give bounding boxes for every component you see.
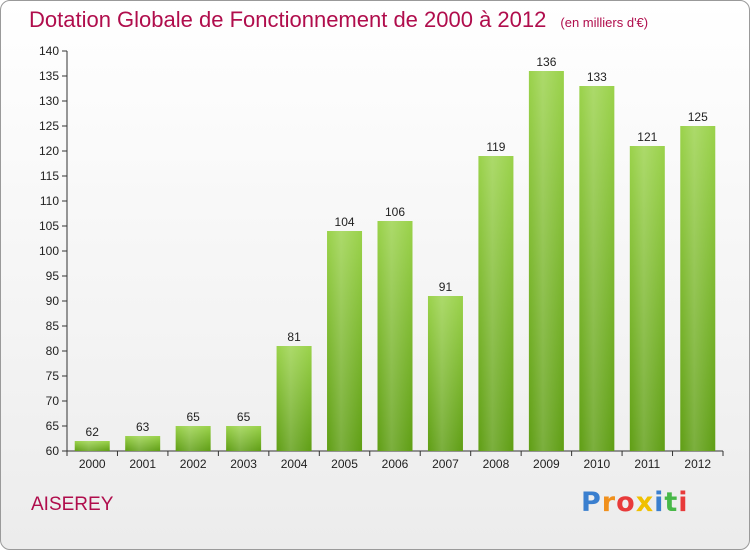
logo-letter: x xyxy=(635,487,655,518)
data-label: 91 xyxy=(439,280,453,294)
data-label: 121 xyxy=(637,130,657,144)
x-tick-label: 2011 xyxy=(634,457,660,471)
y-tick-label: 120 xyxy=(39,144,59,158)
x-tick-label: 2001 xyxy=(129,457,156,471)
proxiti-logo: Proxiti xyxy=(581,487,689,518)
bar-highlight xyxy=(629,146,665,451)
x-tick-label: 2004 xyxy=(281,457,308,471)
logo-letter: i xyxy=(654,487,665,518)
y-tick-label: 65 xyxy=(46,419,60,433)
y-tick-label: 80 xyxy=(46,344,60,358)
bar-highlight xyxy=(125,436,161,451)
x-tick-label: 2003 xyxy=(230,457,257,471)
y-tick-label: 100 xyxy=(39,244,59,258)
bar-highlight xyxy=(74,441,110,451)
bar-highlight xyxy=(478,156,514,451)
bar-highlight xyxy=(226,426,262,451)
chart-bars xyxy=(74,71,716,451)
y-tick-label: 60 xyxy=(46,444,60,458)
data-label: 125 xyxy=(688,110,708,124)
bar-highlight xyxy=(276,346,312,451)
commune-name: AISEREY xyxy=(31,494,114,515)
chart-data-labels: 62 63 65 65 81 104 106 91 119 136 133 121 125 xyxy=(86,55,709,439)
y-tick-label: 90 xyxy=(46,294,60,308)
logo-letter: o xyxy=(616,487,636,518)
data-label: 104 xyxy=(335,215,355,229)
data-label: 65 xyxy=(237,410,251,424)
data-label: 119 xyxy=(486,140,505,154)
bar-highlight xyxy=(377,221,413,451)
data-label: 106 xyxy=(385,205,405,219)
bar-highlight xyxy=(680,126,716,451)
chart-title: Dotation Globale de Fonctionnement de 20… xyxy=(29,7,648,33)
y-tick-label: 115 xyxy=(40,169,59,183)
title-text: Dotation Globale de Fonctionnement de 20… xyxy=(29,7,547,32)
x-tick-label: 2005 xyxy=(331,457,358,471)
bar-highlight xyxy=(327,231,363,451)
y-tick-label: 140 xyxy=(39,44,59,58)
x-tick-label: 2008 xyxy=(483,457,510,471)
data-label: 136 xyxy=(536,55,556,69)
data-label: 81 xyxy=(287,330,301,344)
data-label: 63 xyxy=(136,420,150,434)
y-tick-label: 105 xyxy=(39,219,59,233)
title-unit: (en milliers d'€) xyxy=(560,15,649,30)
x-tick-label: 2002 xyxy=(180,457,207,471)
x-tick-label: 2006 xyxy=(382,457,409,471)
x-tick-label: 2012 xyxy=(684,457,711,471)
x-tick-label: 2009 xyxy=(533,457,560,471)
x-tick-label: 2000 xyxy=(79,457,106,471)
bar-highlight xyxy=(579,86,615,451)
y-tick-label: 85 xyxy=(46,319,60,333)
x-tick-label: 2007 xyxy=(432,457,459,471)
data-label: 65 xyxy=(186,410,200,424)
y-tick-label: 135 xyxy=(39,69,59,83)
logo-letter: P xyxy=(581,487,602,518)
y-tick-label: 130 xyxy=(39,94,59,108)
logo-letter: r xyxy=(601,487,617,518)
bar-highlight xyxy=(528,71,564,451)
data-label: 62 xyxy=(86,425,100,439)
chart-axes: 60 65 70 75 80 85 90 95 100 105 110 115 120 125 130 135… xyxy=(39,44,724,471)
y-tick-label: 70 xyxy=(46,394,60,408)
data-label: 133 xyxy=(587,70,607,84)
y-tick-label: 110 xyxy=(40,194,59,208)
bar-highlight xyxy=(427,296,463,451)
y-tick-label: 95 xyxy=(46,269,60,283)
y-tick-label: 125 xyxy=(39,119,59,133)
logo-letter: t xyxy=(664,487,679,518)
logo-letter: i xyxy=(678,487,689,518)
bar-highlight xyxy=(175,426,211,451)
x-tick-label: 2010 xyxy=(583,457,610,471)
y-tick-label: 75 xyxy=(46,369,60,383)
